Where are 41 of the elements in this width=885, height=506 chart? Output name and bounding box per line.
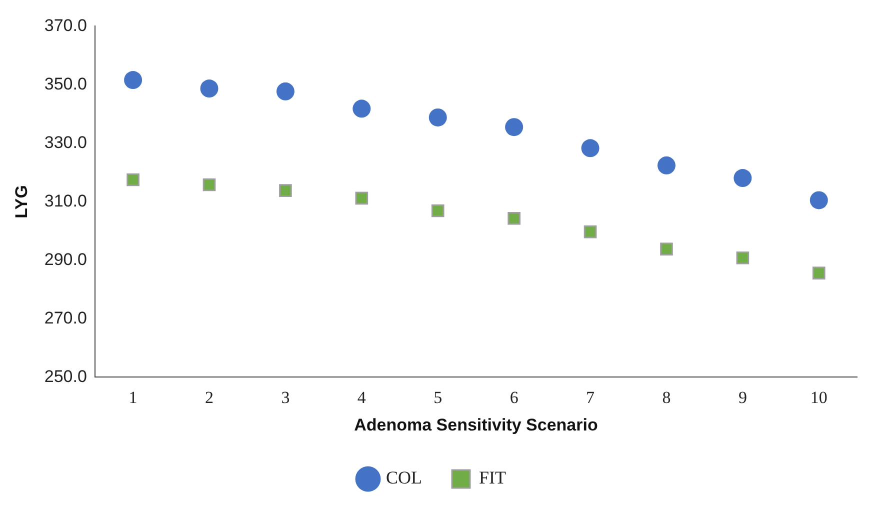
point xyxy=(505,118,524,136)
legend-label: COL xyxy=(386,468,422,488)
x-tick-label: 9 xyxy=(738,388,747,407)
point xyxy=(812,266,826,280)
point xyxy=(276,82,294,100)
y-tick-label: 350.0 xyxy=(44,74,87,94)
legend-label: FIT xyxy=(479,468,506,488)
x-tick-label: 1 xyxy=(128,388,138,407)
x-tick-label: 7 xyxy=(586,388,596,407)
x-tick-label: 2 xyxy=(205,388,214,407)
point xyxy=(734,169,752,188)
point xyxy=(581,139,600,158)
y-tick-label: 270.0 xyxy=(44,308,87,328)
point xyxy=(431,204,444,218)
point xyxy=(428,108,447,126)
y-axis-title: LYG xyxy=(12,185,31,218)
point xyxy=(124,71,142,90)
point xyxy=(355,192,368,205)
y-tick-label: 290.0 xyxy=(44,250,87,269)
y-tick-label: 310.0 xyxy=(44,191,87,210)
x-axis-title: Adenoma Sensitivity Scenario xyxy=(354,415,598,434)
y-tick-label: 370.0 xyxy=(44,16,87,35)
x-tick-label: 4 xyxy=(357,388,366,407)
x-tick-label: 3 xyxy=(281,388,290,407)
point xyxy=(200,80,218,98)
y-tick-label: 330.0 xyxy=(44,132,87,152)
point xyxy=(126,173,140,186)
point xyxy=(508,212,520,225)
x-tick-label: 6 xyxy=(510,388,518,407)
point xyxy=(736,251,750,264)
point xyxy=(660,242,673,256)
point xyxy=(810,191,828,210)
point xyxy=(352,100,371,118)
x-tick-label: 5 xyxy=(434,388,442,407)
point xyxy=(202,178,216,192)
x-tick-label: 10 xyxy=(810,388,828,407)
x-tick-label: 8 xyxy=(662,388,671,407)
point xyxy=(279,184,292,197)
point xyxy=(584,225,597,238)
point xyxy=(657,156,676,174)
y-tick-label: 250.0 xyxy=(44,366,87,386)
